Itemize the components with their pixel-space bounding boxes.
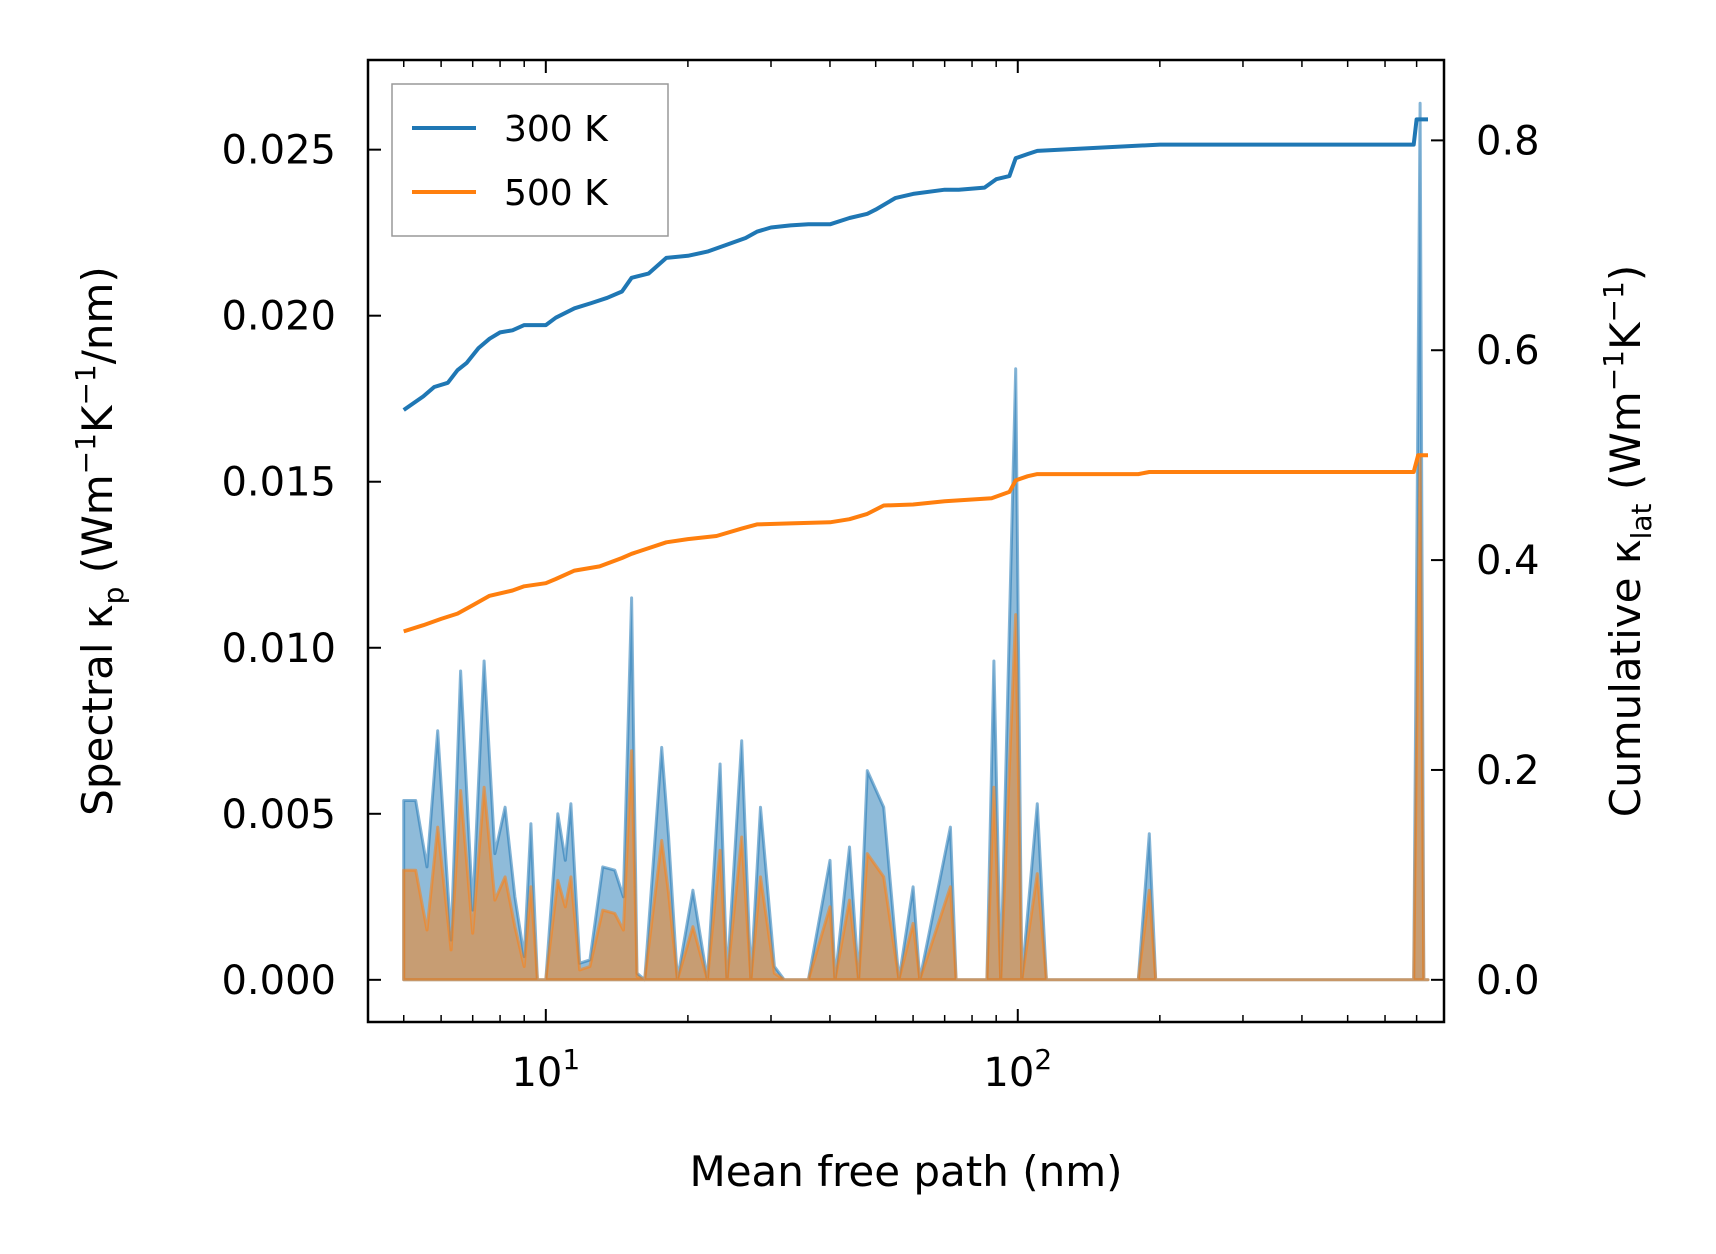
- y-right-tick-label: 0.6: [1476, 328, 1540, 374]
- legend-box: [391, 83, 669, 237]
- y-right-axis-title: Cumulative κlat (Wm−1K−1): [1597, 265, 1658, 817]
- cumulative-line-500k: [403, 453, 1428, 634]
- legend: 300 K 500 K: [391, 83, 669, 237]
- y-left-axis-title: Spectral κp (Wm−1K−1/nm): [69, 266, 130, 816]
- y-left-tick-label: 0.020: [221, 294, 336, 340]
- y-right-tick-label: 0.4: [1476, 538, 1540, 584]
- plot-area: [402, 101, 1430, 982]
- y-left-tick-label: 0.010: [221, 626, 336, 672]
- x-tick-label: 101: [511, 1043, 580, 1096]
- y-left-tick-label: 0.015: [221, 460, 336, 506]
- plot-content: [402, 101, 1430, 982]
- legend-label-500k: 500 K: [504, 173, 609, 214]
- x-tick-label: 102: [983, 1043, 1052, 1096]
- x-axis-title: Mean free path (nm): [689, 1147, 1122, 1196]
- y-right-tick-label: 0.8: [1476, 118, 1540, 164]
- legend-label-300k: 300 K: [504, 109, 609, 150]
- y-right-tick-label: 0.2: [1476, 748, 1540, 794]
- axes: 101 102 0.000 0.005 0.010 0.015 0.020 0.025 0.0 0…: [69, 58, 1658, 1196]
- spectral-area-500k: [402, 453, 1430, 982]
- axes-frame: [366, 58, 1446, 1024]
- y-right-tick-label: 0.0: [1476, 958, 1540, 1004]
- y-left-tick-label: 0.005: [221, 792, 336, 838]
- cumulative-line-300k: [402, 117, 1428, 412]
- y-left-tick-label: 0.000: [221, 958, 336, 1004]
- y-left-tick-label: 0.025: [221, 128, 336, 174]
